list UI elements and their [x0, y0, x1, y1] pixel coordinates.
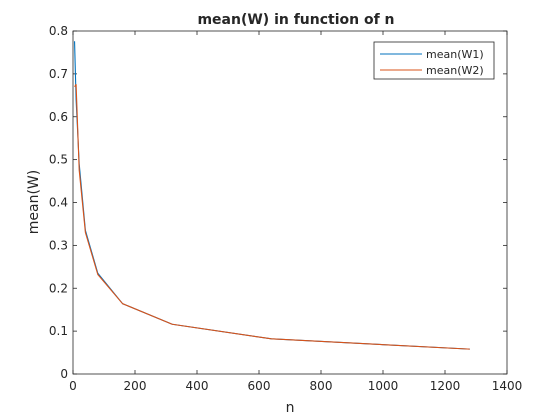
y-axis-label: mean(W) [26, 170, 42, 234]
y-tick-label: 0.3 [49, 238, 68, 252]
x-tick-label: 200 [124, 379, 147, 393]
series-lines [74, 41, 470, 350]
y-tick-label: 0.4 [49, 196, 68, 210]
x-tick-label: 1400 [492, 379, 523, 393]
chart-title: mean(W) in function of n [197, 12, 394, 28]
legend: mean(W1) mean(W2) [373, 41, 495, 80]
legend-label-w2: mean(W2) [426, 64, 484, 77]
y-tick-label: 0.8 [49, 24, 68, 38]
y-tick-label: 0.7 [49, 67, 68, 81]
legend-label-w1: mean(W1) [426, 48, 484, 61]
x-tick-label: 600 [248, 379, 271, 393]
x-tick-label: 1000 [368, 379, 399, 393]
plot-area [72, 30, 508, 375]
x-tick-label: 0 [69, 379, 77, 393]
y-tick-label: 0.6 [49, 110, 68, 124]
x-axis-label: n [286, 400, 295, 416]
series-line-2 [74, 84, 470, 350]
x-tick-label: 800 [310, 379, 333, 393]
y-tick-label: 0.5 [49, 153, 68, 167]
legend-box [373, 41, 495, 80]
y-tick-label: 0.2 [49, 281, 68, 295]
y-tick-label: 0 [60, 367, 68, 381]
x-tick-label: 400 [186, 379, 209, 393]
ticks: 0 200 400 600 800 1000 1200 1400 0 0.1 0.2 0.3 0.4 0.… [49, 24, 522, 393]
y-tick-label: 0.1 [49, 324, 68, 338]
x-tick-label: 1200 [430, 379, 461, 393]
